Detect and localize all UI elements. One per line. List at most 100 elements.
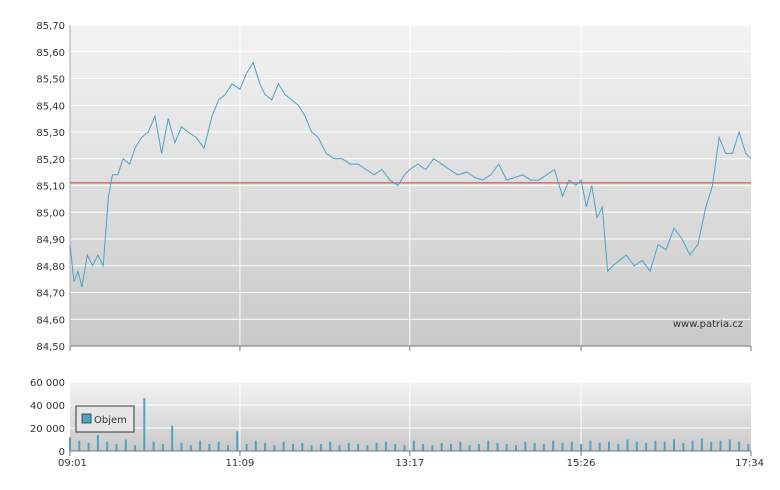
volume-gridlines — [70, 381, 751, 451]
volume-bar — [598, 442, 601, 451]
volume-bar — [738, 441, 741, 451]
volume-bar — [728, 439, 731, 451]
volume-bar — [384, 441, 387, 451]
volume-bar — [282, 441, 285, 451]
volume-bar — [635, 441, 638, 451]
volume-bar — [115, 444, 118, 451]
x-tick-label: 13:17 — [395, 458, 424, 469]
volume-bar — [626, 439, 629, 451]
volume-bar — [264, 442, 267, 451]
legend-label: Objem — [94, 415, 127, 426]
volume-bar — [505, 444, 508, 451]
volume-plot-area — [70, 382, 751, 451]
volume-bar — [171, 425, 174, 451]
legend-swatch — [81, 413, 92, 424]
volume-y-tick-label: 0 — [59, 447, 65, 458]
price-y-tick-label: 85,70 — [36, 21, 65, 32]
volume-bar — [357, 444, 360, 451]
price-y-tick-label: 85,10 — [36, 182, 65, 193]
volume-bar — [700, 438, 703, 451]
price-x-tick-marks — [69, 346, 752, 351]
volume-bar — [412, 440, 415, 451]
watermark: www.patria.cz — [673, 319, 743, 330]
volume-bar — [161, 444, 164, 451]
volume-bar — [440, 442, 443, 451]
x-tick-label: 15:26 — [567, 458, 596, 469]
volume-bar — [403, 445, 406, 452]
volume-bar — [254, 440, 257, 451]
volume-bar — [310, 445, 313, 452]
volume-bar — [87, 442, 90, 451]
volume-y-tick-label: 60 000 — [30, 378, 65, 389]
volume-panel: 0 20 000 40 000 60 000 09:01 11:09 13:17 15:26… — [30, 378, 764, 469]
volume-bar — [645, 442, 648, 451]
volume-bar — [189, 445, 192, 452]
volume-bar — [487, 440, 490, 451]
volume-bar — [236, 431, 239, 451]
volume-bar — [682, 442, 685, 451]
price-gridlines — [70, 24, 751, 346]
volume-bar — [561, 442, 564, 451]
volume-bar — [375, 442, 378, 451]
volume-bar — [542, 444, 545, 451]
volume-bar — [78, 440, 81, 451]
price-series-line — [69, 61, 752, 288]
x-tick-label: 17:34 — [735, 458, 764, 469]
volume-y-tick-label: 20 000 — [30, 424, 65, 435]
volume-bar — [710, 441, 713, 451]
volume-bar — [431, 445, 434, 452]
volume-bar — [96, 434, 99, 451]
volume-bar — [208, 444, 211, 451]
volume-y-axis-ticks: 0 20 000 40 000 60 000 — [30, 378, 65, 458]
volume-bar — [552, 440, 555, 451]
price-y-tick-label: 84,50 — [36, 342, 65, 353]
volume-bar — [152, 441, 155, 451]
volume-bar — [273, 445, 276, 452]
price-y-tick-label: 85,20 — [36, 155, 65, 166]
volume-bar — [199, 440, 202, 451]
price-y-tick-label: 85,00 — [36, 208, 65, 219]
volume-bar — [319, 444, 322, 451]
volume-bar — [245, 444, 248, 451]
volume-bar — [69, 437, 71, 451]
volume-bar — [515, 445, 517, 452]
price-y-axis-ticks: 84,50 84,60 84,70 84,80 84,90 85,00 85,10 85,20… — [36, 21, 65, 353]
volume-bar — [459, 441, 462, 451]
volume-bar — [468, 445, 471, 452]
volume-bar — [589, 440, 592, 451]
volume-bar — [180, 442, 183, 451]
volume-bar — [608, 441, 610, 451]
volume-bar — [477, 444, 480, 451]
price-y-tick-label: 84,60 — [36, 315, 65, 326]
volume-bar — [663, 441, 666, 451]
volume-bar — [719, 440, 722, 451]
volume-x-axis-ticks: 09:01 11:09 13:17 15:26 17:34 — [58, 451, 764, 469]
price-panel: 84,50 84,60 84,70 84,80 84,90 85,00 85,10 85,20… — [36, 21, 752, 353]
volume-bar — [394, 444, 397, 451]
volume-bar — [580, 444, 583, 451]
volume-y-tick-label: 40 000 — [30, 401, 65, 412]
price-y-tick-label: 85,40 — [36, 101, 65, 112]
volume-bar — [217, 441, 220, 451]
volume-bars — [69, 398, 750, 452]
price-y-tick-label: 85,30 — [36, 128, 65, 139]
volume-bar — [533, 442, 536, 451]
volume-bar — [106, 441, 109, 451]
volume-bar — [143, 398, 146, 451]
volume-bar — [691, 440, 694, 451]
volume-bar — [347, 442, 350, 451]
volume-bar — [617, 444, 620, 451]
volume-bar — [227, 445, 229, 452]
volume-bar — [329, 441, 332, 451]
volume-bar — [338, 445, 341, 452]
volume-bar — [124, 439, 127, 451]
volume-bar — [673, 439, 675, 451]
volume-bar — [301, 442, 304, 451]
x-tick-label: 11:09 — [226, 458, 255, 469]
x-tick-label: 09:01 — [58, 458, 87, 469]
volume-bar — [524, 441, 527, 451]
volume-bar — [654, 440, 657, 451]
volume-bar — [422, 444, 425, 451]
volume-bar — [292, 444, 294, 451]
